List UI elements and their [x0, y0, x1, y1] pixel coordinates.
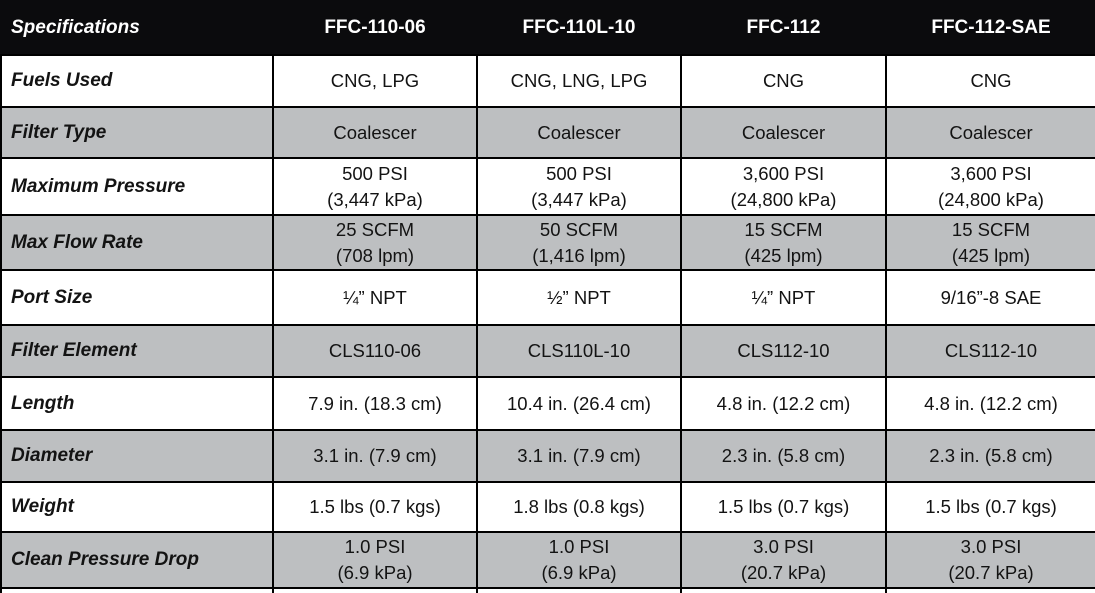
spec-value: CNG, LNG, LPG: [476, 54, 682, 108]
spec-value: 4.8 in. (12.2 cm): [680, 376, 887, 431]
table-row: Clean Pressure Drop 1.0 PSI (6.9 kPa) 1.…: [0, 531, 1095, 589]
spec-value: Coalescer: [680, 106, 887, 159]
spec-value: CLS112-10: [680, 324, 887, 378]
spec-value: 50 SCFM (1,416 lpm): [476, 214, 682, 271]
spec-value: 4.8 in. (12.2 cm): [885, 376, 1095, 431]
row-label: Diameter: [0, 429, 274, 483]
table-row: Port Size ¼” NPT ½” NPT ¼” NPT 9/16”-8 S…: [0, 269, 1095, 326]
spec-value: CLS110-06: [272, 324, 478, 378]
table-row: Maximum Pressure 500 PSI (3,447 kPa) 500…: [0, 157, 1095, 216]
row-label: Length: [0, 376, 274, 431]
spec-value: 15 SCFM (425 lpm): [885, 214, 1095, 271]
spec-value: CLS112-10: [885, 324, 1095, 378]
column-header-ffc-110-06: FFC-110-06: [272, 0, 478, 56]
spec-value: 3.1 in. (7.9 cm): [272, 429, 478, 483]
header-specifications: Specifications: [0, 0, 274, 56]
spec-value: ½” NPT: [476, 269, 682, 326]
table-row: Weight 1.5 lbs (0.7 kgs) 1.8 lbs (0.8 kg…: [0, 481, 1095, 533]
row-label: Filter Element: [0, 324, 274, 378]
spec-value: 9/16”-8 SAE: [885, 269, 1095, 326]
spec-value: CNG: [680, 54, 887, 108]
spec-value: Coalescer: [272, 106, 478, 159]
spec-value: ¼” NPT: [680, 269, 887, 326]
spec-value: 3,600 PSI (24,800 kPa): [680, 157, 887, 216]
spec-value: 1.0 PSI (6.9 kPa): [476, 531, 682, 589]
spec-value: 1.5 lbs (0.7 kgs): [272, 481, 478, 533]
header-row: Specifications FFC-110-06 FFC-110L-10 FF…: [0, 0, 1095, 56]
spec-value: 7.9 in. (18.3 cm): [272, 376, 478, 431]
column-header-ffc-110l-10: FFC-110L-10: [476, 0, 682, 56]
spec-value: 500 PSI (3,447 kPa): [476, 157, 682, 216]
table-row: Max Flow Rate 25 SCFM (708 lpm) 50 SCFM …: [0, 214, 1095, 271]
row-label: Max Flow Rate: [0, 214, 274, 271]
column-header-ffc-112-sae: FFC-112-SAE: [885, 0, 1095, 56]
row-label: Port Size: [0, 269, 274, 326]
spec-value: CNG: [885, 54, 1095, 108]
table-row: Length 7.9 in. (18.3 cm) 10.4 in. (26.4 …: [0, 376, 1095, 431]
spec-value: Coalescer: [476, 106, 682, 159]
table-row: Filter Element CLS110-06 CLS110L-10 CLS1…: [0, 324, 1095, 378]
spec-value: 1.0 PSI (6.9 kPa): [272, 531, 478, 589]
spec-value: CLS110L-10: [476, 324, 682, 378]
spec-value: 500 PSI (3,447 kPa): [272, 157, 478, 216]
row-label: Weight: [0, 481, 274, 533]
spec-value: 25 SCFM (708 lpm): [272, 214, 478, 271]
spec-value: 2.3 in. (5.8 cm): [885, 429, 1095, 483]
spec-value: 3.1 in. (7.9 cm): [476, 429, 682, 483]
column-header-ffc-112: FFC-112: [680, 0, 887, 56]
cutoff-next-row: [0, 587, 1095, 593]
spec-value: 2.3 in. (5.8 cm): [680, 429, 887, 483]
spec-value: 3.0 PSI (20.7 kPa): [680, 531, 887, 589]
table-row: Filter Type Coalescer Coalescer Coalesce…: [0, 106, 1095, 159]
spec-value: 3.0 PSI (20.7 kPa): [885, 531, 1095, 589]
spec-value: 15 SCFM (425 lpm): [680, 214, 887, 271]
row-label: Maximum Pressure: [0, 157, 274, 216]
table-row: Diameter 3.1 in. (7.9 cm) 3.1 in. (7.9 c…: [0, 429, 1095, 483]
table-row: Fuels Used CNG, LPG CNG, LNG, LPG CNG CN…: [0, 54, 1095, 108]
spec-value: 10.4 in. (26.4 cm): [476, 376, 682, 431]
spec-value: 1.5 lbs (0.7 kgs): [885, 481, 1095, 533]
spec-value: Coalescer: [885, 106, 1095, 159]
row-label: Clean Pressure Drop: [0, 531, 274, 589]
spec-value: 3,600 PSI (24,800 kPa): [885, 157, 1095, 216]
row-label: Filter Type: [0, 106, 274, 159]
spec-value: CNG, LPG: [272, 54, 478, 108]
row-label: Fuels Used: [0, 54, 274, 108]
spec-value: 1.5 lbs (0.7 kgs): [680, 481, 887, 533]
spec-value: ¼” NPT: [272, 269, 478, 326]
spec-value: 1.8 lbs (0.8 kgs): [476, 481, 682, 533]
